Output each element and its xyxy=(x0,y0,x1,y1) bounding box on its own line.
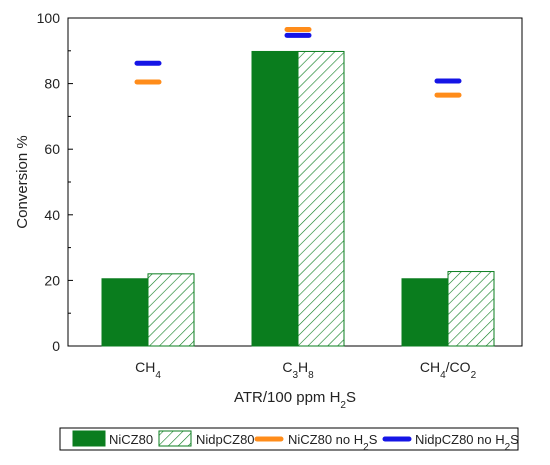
y-tick-label: 0 xyxy=(52,338,60,354)
y-tick-label: 100 xyxy=(37,10,61,26)
y-tick-label: 60 xyxy=(44,141,60,157)
legend-swatch-nicz80 xyxy=(72,430,106,447)
legend-label-nidpcz80: NidpCZ80 xyxy=(196,432,255,447)
bar-nicz80 xyxy=(251,50,299,347)
legend-label-nidpcz80-no-h2s: NidpCZ80 no H2S xyxy=(415,432,519,453)
y-axis-title: Conversion % xyxy=(14,135,31,228)
bar-nidpcz80 xyxy=(447,271,495,347)
x-tick-label: CH4 xyxy=(135,359,161,381)
legend-label-nicz80: NiCZ80 xyxy=(109,432,153,447)
bar-nicz80 xyxy=(401,278,449,347)
y-tick-label: 40 xyxy=(44,207,60,223)
x-axis-title: ATR/100 ppm H2S xyxy=(234,389,356,411)
bar-nidpcz80 xyxy=(147,273,195,347)
y-tick-label: 20 xyxy=(44,272,60,288)
x-tick-label: CH4/CO2 xyxy=(420,359,477,381)
x-tick-label: C3H8 xyxy=(282,359,314,381)
bar-nicz80 xyxy=(101,278,149,347)
y-tick-label: 80 xyxy=(44,76,60,92)
legend-swatch-nidpcz80 xyxy=(158,430,192,447)
bar-nidpcz80 xyxy=(297,50,345,347)
legend-label-nicz80-no-h2s: NiCZ80 no H2S xyxy=(288,432,378,453)
